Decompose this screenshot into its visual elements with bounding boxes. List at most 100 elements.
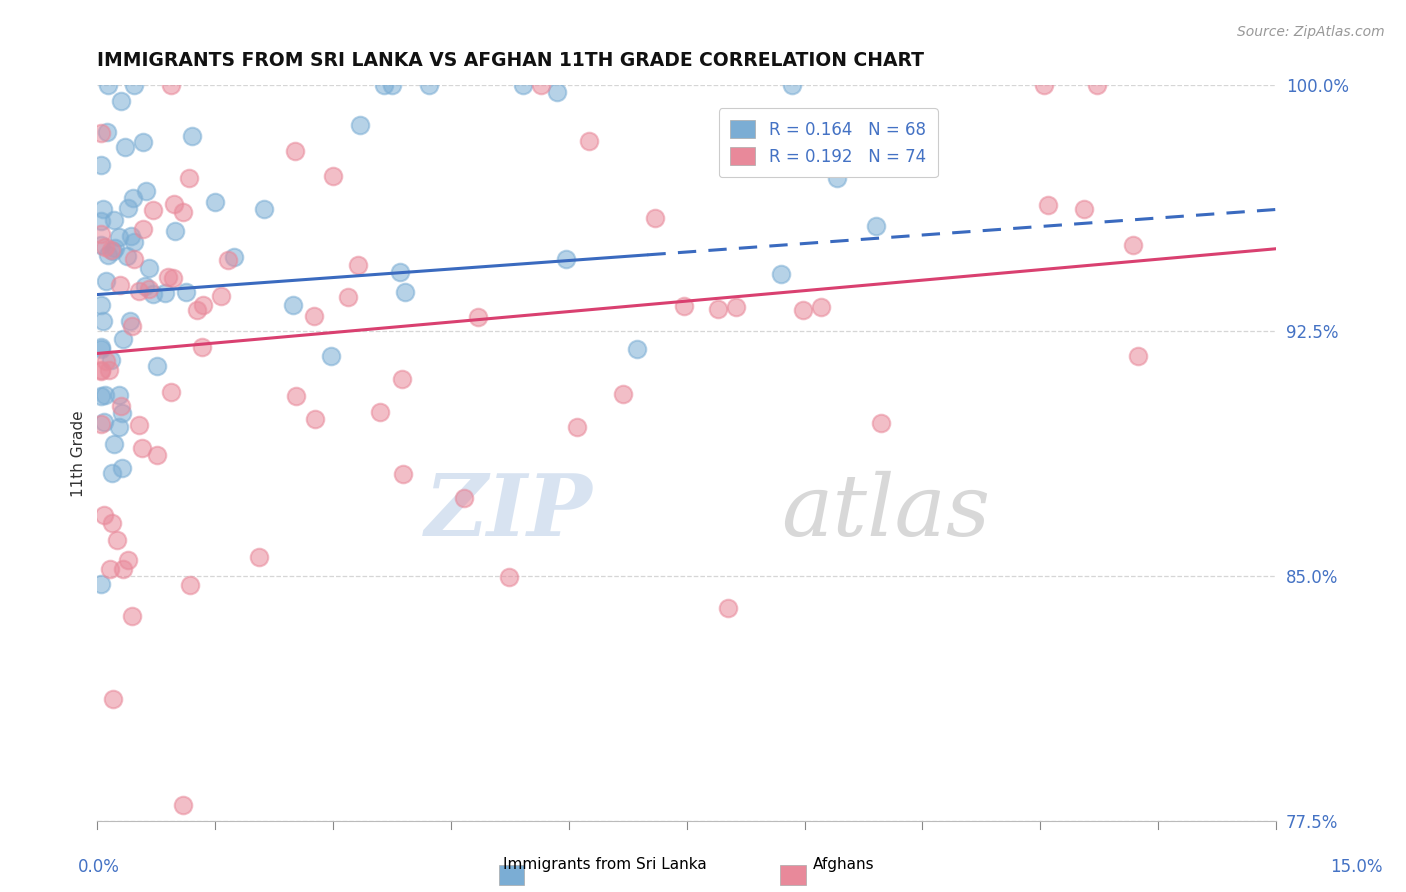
Point xyxy=(217,252,239,267)
Point xyxy=(706,301,728,316)
Point xyxy=(114,140,136,154)
Point xyxy=(172,205,194,219)
Point xyxy=(105,533,128,548)
Point xyxy=(122,78,145,92)
Point xyxy=(304,412,326,426)
Point xyxy=(97,78,120,92)
Point xyxy=(128,285,150,299)
Point xyxy=(810,300,832,314)
Point xyxy=(108,420,131,434)
Point xyxy=(567,420,589,434)
Point xyxy=(90,214,112,228)
Point xyxy=(100,243,122,257)
Point xyxy=(717,601,740,615)
Point xyxy=(770,267,793,281)
Point xyxy=(546,85,568,99)
Point xyxy=(121,609,143,624)
Point xyxy=(103,212,125,227)
Point xyxy=(118,314,141,328)
Point xyxy=(100,352,122,367)
Point xyxy=(869,416,891,430)
Point xyxy=(162,197,184,211)
Point xyxy=(117,201,139,215)
Point xyxy=(322,169,344,183)
Point xyxy=(1073,202,1095,217)
Point xyxy=(111,460,134,475)
Point xyxy=(97,248,120,262)
Point xyxy=(302,310,325,324)
Point xyxy=(146,448,169,462)
Point xyxy=(121,319,143,334)
Point xyxy=(94,240,117,254)
Text: Immigrants from Sri Lanka: Immigrants from Sri Lanka xyxy=(503,857,706,872)
Point xyxy=(90,126,112,140)
Point xyxy=(138,260,160,275)
Point xyxy=(204,194,226,209)
Point xyxy=(336,290,359,304)
Point xyxy=(142,287,165,301)
Point xyxy=(391,467,413,481)
Point xyxy=(391,372,413,386)
Y-axis label: 11th Grade: 11th Grade xyxy=(72,410,86,497)
Point xyxy=(1122,238,1144,252)
Point xyxy=(285,389,308,403)
Text: 0.0%: 0.0% xyxy=(77,858,120,876)
Point xyxy=(179,170,201,185)
Point xyxy=(673,299,696,313)
Point xyxy=(115,249,138,263)
Point xyxy=(253,202,276,217)
Point xyxy=(578,134,600,148)
Point xyxy=(284,144,307,158)
Point xyxy=(825,170,848,185)
Point xyxy=(179,578,201,592)
Point xyxy=(191,340,214,354)
Point xyxy=(132,222,155,236)
Point xyxy=(94,274,117,288)
Point xyxy=(93,508,115,522)
Point xyxy=(91,314,114,328)
Point xyxy=(110,399,132,413)
Point xyxy=(94,354,117,368)
Point xyxy=(90,158,112,172)
Point xyxy=(172,798,194,813)
Point xyxy=(163,224,186,238)
Point xyxy=(498,570,520,584)
Point xyxy=(135,184,157,198)
Point xyxy=(122,252,145,266)
Point xyxy=(90,340,112,354)
Point xyxy=(90,363,112,377)
Point xyxy=(626,342,648,356)
Point xyxy=(122,235,145,250)
Point xyxy=(1085,78,1108,92)
Point xyxy=(122,191,145,205)
Text: atlas: atlas xyxy=(780,471,990,554)
Point xyxy=(101,516,124,530)
Point xyxy=(90,364,112,378)
Point xyxy=(800,152,823,166)
Point xyxy=(160,78,183,92)
Point xyxy=(128,418,150,433)
Point xyxy=(101,692,124,706)
Point xyxy=(346,258,368,272)
Point xyxy=(90,238,112,252)
Legend: R = 0.164   N = 68, R = 0.192   N = 74: R = 0.164 N = 68, R = 0.192 N = 74 xyxy=(718,108,938,178)
Point xyxy=(90,342,112,356)
Point xyxy=(389,265,412,279)
Point xyxy=(852,156,875,170)
Point xyxy=(103,436,125,450)
Point xyxy=(453,491,475,506)
Point xyxy=(181,128,204,143)
Point xyxy=(98,562,121,576)
Point xyxy=(107,230,129,244)
Point xyxy=(368,405,391,419)
Point xyxy=(141,203,163,218)
Point xyxy=(865,219,887,234)
Point xyxy=(131,441,153,455)
Point xyxy=(1036,198,1059,212)
Point xyxy=(93,415,115,429)
Point xyxy=(90,298,112,312)
Point xyxy=(134,279,156,293)
Point xyxy=(554,252,576,267)
Point xyxy=(780,78,803,92)
Point xyxy=(381,78,404,92)
